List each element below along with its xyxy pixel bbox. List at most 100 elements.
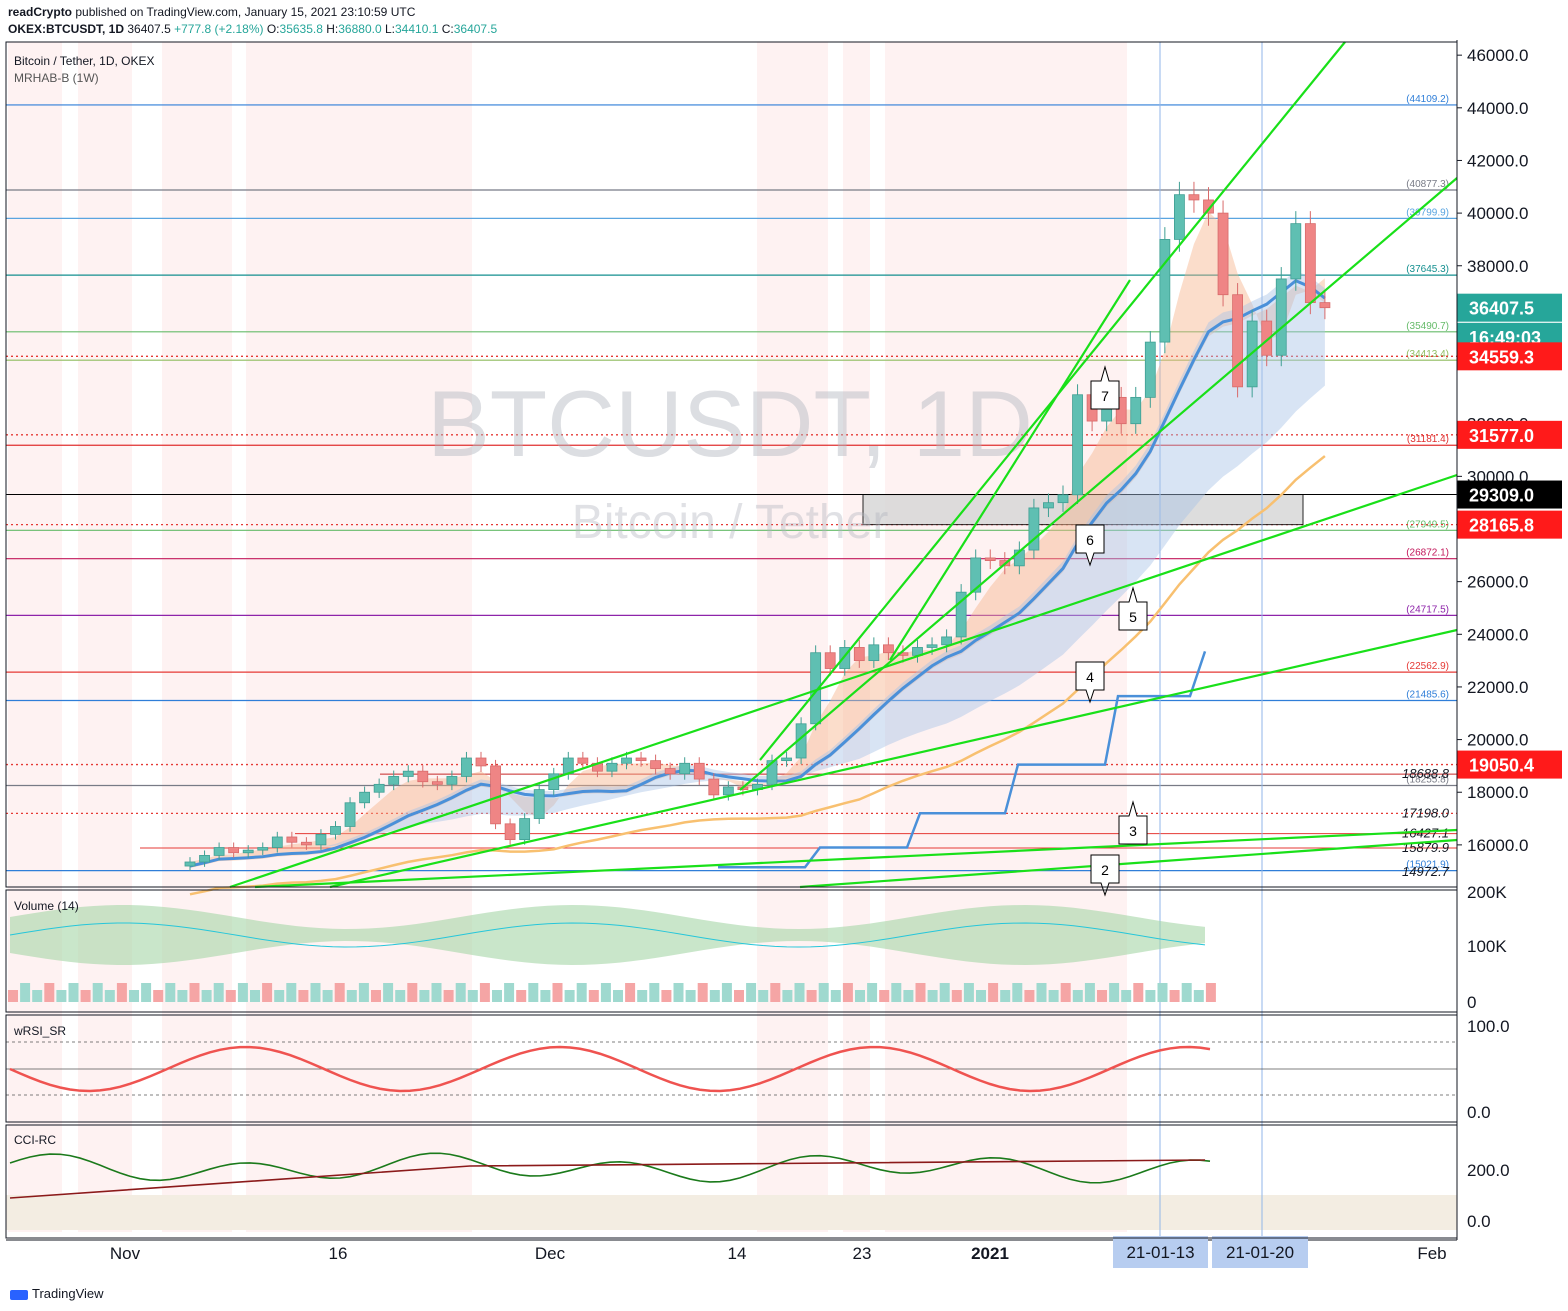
shade-band xyxy=(162,42,232,1232)
cci-band xyxy=(6,1195,1457,1230)
shade-band xyxy=(885,42,1127,1232)
price-badge xyxy=(1457,420,1562,449)
candle-body xyxy=(883,644,894,654)
tradingview-brand[interactable]: TradingView xyxy=(10,1286,104,1301)
volume-bar xyxy=(697,983,708,1002)
candle-body xyxy=(461,757,472,777)
callout-label: 3 xyxy=(1129,823,1137,839)
volume-bar xyxy=(383,983,394,1002)
volume-bar xyxy=(746,983,757,1002)
callout-label: 5 xyxy=(1129,609,1137,625)
volume-bar xyxy=(625,983,636,1002)
wave-callout: 3 xyxy=(1118,800,1148,845)
trend-line xyxy=(799,838,1458,889)
zone-box xyxy=(862,494,1304,526)
level-label: (40877.3) xyxy=(1406,179,1449,190)
x-tick: 2021 xyxy=(971,1244,1009,1263)
volume-bar xyxy=(80,990,91,1002)
volume-bar xyxy=(1072,990,1083,1002)
price-label: 17198.0 xyxy=(1402,805,1450,820)
candle-body xyxy=(766,760,778,785)
candle-body xyxy=(417,770,429,783)
shade-band xyxy=(8,42,62,1232)
volume-bar xyxy=(250,990,260,1002)
cci-line xyxy=(9,1152,1211,1184)
candle-body xyxy=(679,762,691,775)
pane-frame xyxy=(5,889,1458,1013)
y-tick: 24000.0 xyxy=(1467,625,1528,644)
candle-body xyxy=(1013,549,1025,567)
volume-bar xyxy=(237,983,248,1002)
author-name[interactable]: readCrypto xyxy=(8,5,73,19)
volume-bar xyxy=(915,983,926,1002)
candle-body xyxy=(664,768,676,775)
candle-body xyxy=(722,786,734,796)
y-tick: 16000.0 xyxy=(1467,836,1528,855)
volume-title[interactable]: Volume (14) xyxy=(14,899,79,913)
y-tick: 38000.0 xyxy=(1467,257,1528,276)
trend-line xyxy=(329,628,1458,889)
price-label: 18688.8 xyxy=(1402,766,1450,781)
volume-bar xyxy=(1121,990,1132,1002)
candle-body xyxy=(1188,194,1200,201)
volume-bar xyxy=(492,990,502,1002)
volume-bar xyxy=(286,983,297,1002)
pane-frame xyxy=(5,1124,1458,1239)
volume-bar xyxy=(262,983,273,1002)
level-label: (39799.9) xyxy=(1406,207,1449,218)
close-label: C: xyxy=(441,22,454,36)
main-pane-title[interactable]: Bitcoin / Tether, 1D, OKEX xyxy=(14,54,155,68)
volume-bar xyxy=(1048,990,1059,1002)
wrsi-title[interactable]: wRSI_SR xyxy=(14,1024,67,1038)
volume-bar xyxy=(891,983,902,1002)
volume-bar xyxy=(346,990,357,1002)
volume-bar xyxy=(734,990,744,1002)
price-badge xyxy=(1457,750,1562,779)
wave-callout: 5 xyxy=(1118,586,1148,631)
badge-label: 31577.0 xyxy=(1469,426,1534,446)
price-badge xyxy=(1457,480,1562,509)
y-tick: 22000.0 xyxy=(1467,678,1528,697)
candle-body xyxy=(693,762,705,780)
candle-body xyxy=(1174,194,1185,240)
badge-label: 34559.3 xyxy=(1469,347,1534,367)
indicator-mrhab[interactable]: MRHAB-B (1W) xyxy=(14,71,99,85)
tradingview-logo-icon xyxy=(10,1289,28,1300)
candle-body xyxy=(955,591,967,638)
candle-body xyxy=(1275,278,1287,356)
y-tick: 18000.0 xyxy=(1467,783,1528,802)
shade-band xyxy=(78,42,132,1232)
volume-bar xyxy=(334,983,345,1002)
volume-bar xyxy=(1097,990,1107,1002)
candle-body xyxy=(1057,494,1069,504)
x-highlight xyxy=(1212,1236,1308,1268)
price-label: 16427.1 xyxy=(1402,826,1449,841)
cci-title[interactable]: CCI-RC xyxy=(14,1133,56,1147)
shade-band xyxy=(757,42,828,1232)
volume-bar xyxy=(818,983,829,1002)
high-label: H: xyxy=(326,22,339,36)
volume-bar xyxy=(649,983,660,1002)
y-tick: 20000.0 xyxy=(1467,731,1528,750)
candle-body xyxy=(228,847,240,854)
publish-line: readCrypto published on TradingView.com,… xyxy=(8,5,415,19)
volume-bar xyxy=(637,990,648,1002)
volume-bar xyxy=(395,990,406,1002)
volume-bar xyxy=(540,990,551,1002)
candle-body xyxy=(1319,302,1331,309)
price-change: +777.8 (+2.18%) xyxy=(174,22,264,36)
close-value: 36407.5 xyxy=(453,22,498,36)
volume-bar xyxy=(661,990,672,1002)
level-label: (35490.7) xyxy=(1406,321,1449,332)
candle-body xyxy=(213,847,225,856)
volume-bar xyxy=(116,983,127,1002)
x-tick: 23 xyxy=(853,1244,872,1263)
volume-bar xyxy=(709,990,720,1002)
volume-bar xyxy=(939,983,950,1002)
volume-bar xyxy=(685,990,696,1002)
volume-bar xyxy=(951,990,962,1002)
level-label: (15021.9) xyxy=(1406,860,1449,871)
candle-body xyxy=(1043,502,1054,509)
shade-band xyxy=(843,42,870,1232)
